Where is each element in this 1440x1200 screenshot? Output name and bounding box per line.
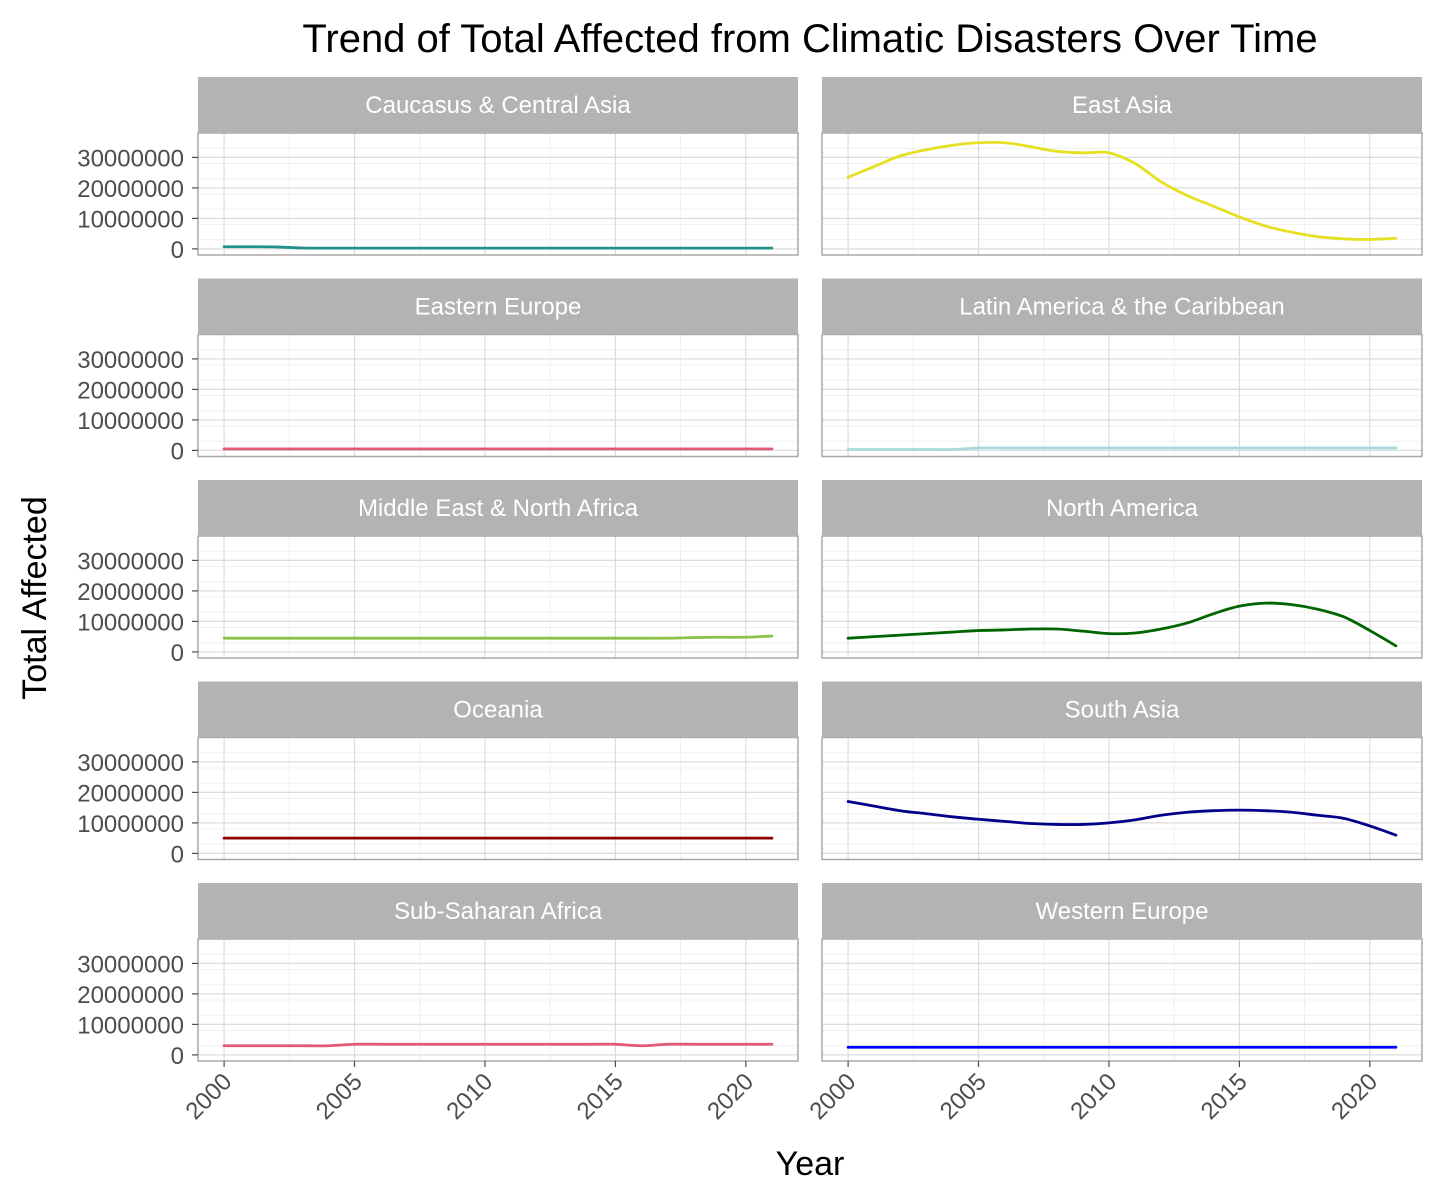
facet-strip-label: Western Europe [1036,898,1209,925]
facet-strip-label: Middle East & North Africa [358,495,639,522]
y-tick-label: 10000000 [77,1012,184,1039]
x-tick-label: 2015 [572,1068,629,1125]
x-tick-label: 2010 [1065,1068,1122,1125]
facet-panel: Latin America & the Caribbean [821,278,1423,458]
x-tick-label: 2005 [311,1068,368,1125]
y-axis-title: Total Affected [16,496,54,700]
facet-strip-label: Oceania [453,697,543,724]
facet-strip-label: Eastern Europe [415,294,582,321]
y-tick-label: 0 [171,237,184,264]
y-tick-label: 0 [171,438,184,465]
y-tick-label: 20000000 [77,780,184,807]
y-tick-label: 30000000 [77,750,184,777]
y-tick-label: 10000000 [77,609,184,636]
facet-strip [198,883,798,939]
x-tick-label: 2020 [1326,1068,1383,1125]
x-tick-label: 2015 [1196,1068,1253,1125]
series-line [846,140,1398,241]
facet-panel: Western Europe 2000 2005 2010 2015 2020 [804,883,1423,1125]
facet-strip [198,681,798,738]
y-tick-label: 20000000 [77,982,184,1009]
y-tick-label: 10000000 [77,811,184,838]
facet-panel: North America [821,480,1423,659]
facet-panel: East Asia [821,77,1423,256]
y-tick-label: 10000000 [77,408,184,435]
facet-strip [198,480,798,536]
facet-strip [822,77,1422,133]
facet-strip [198,77,798,133]
facet-panel: Caucasus & Central Asia 0 10000000 20000000… [77,77,799,264]
y-tick-label: 10000000 [77,206,184,233]
series-line [222,245,774,250]
facet-strip-label: South Asia [1065,697,1180,724]
chart-title: Trend of Total Affected from Climatic Di… [302,17,1317,61]
facet-panels: Caucasus & Central Asia01000000020000000… [77,77,1423,1125]
y-tick-label: 20000000 [77,579,184,606]
series-line [846,601,1398,648]
y-tick-label: 0 [171,1043,184,1070]
facet-strip [822,480,1422,536]
x-tick-label: 2020 [702,1068,759,1125]
facet-panel: Eastern Europe 0 10000000 20000000 30000000 [77,278,799,465]
y-tick-label: 30000000 [77,951,184,978]
y-tick-label: 30000000 [77,145,184,172]
facet-strip-label: Sub-Saharan Africa [394,898,603,925]
y-tick-label: 20000000 [77,377,184,404]
x-tick-label: 2005 [935,1068,992,1125]
x-axis-title: Year [776,1145,845,1183]
facet-panel: Oceania 0 10000000 20000000 30000000 [77,681,799,868]
y-tick-label: 0 [171,841,184,868]
facet-panel: Middle East & North Africa 0 10000000 20000… [77,480,799,667]
facet-strip-label: Latin America & the Caribbean [959,294,1285,321]
facet-strip [198,278,798,335]
series-line [222,634,774,640]
facet-strip-label: Caucasus & Central Asia [365,92,631,119]
x-tick-label: 2000 [180,1068,237,1125]
x-tick-label: 2010 [441,1068,498,1125]
x-tick-label: 2000 [804,1068,861,1125]
series-line [846,446,1398,451]
facet-strip [822,681,1422,738]
y-tick-label: 20000000 [77,176,184,203]
facet-panel: Sub-Saharan Africa 0 10000000 20000000 30000… [77,883,799,1125]
facet-strip [822,278,1422,335]
series-line [846,800,1398,837]
facet-panel: South Asia [821,681,1423,861]
y-tick-label: 30000000 [77,347,184,374]
series-line [222,1042,774,1048]
y-tick-label: 0 [171,640,184,667]
facet-strip-label: North America [1046,495,1199,522]
facet-strip-label: East Asia [1072,92,1173,119]
facet-strip [822,883,1422,939]
y-tick-label: 30000000 [77,548,184,575]
